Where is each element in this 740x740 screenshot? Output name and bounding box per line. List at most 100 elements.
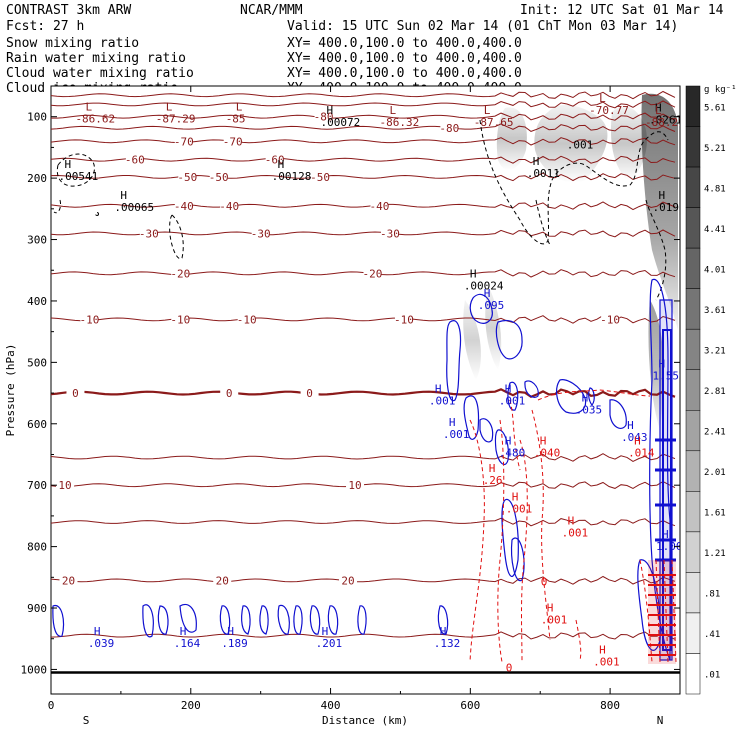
isotherm-label: -80 (439, 122, 459, 135)
isotherm-label: 10 (348, 479, 361, 492)
y-tick-label: 700 (27, 479, 47, 492)
max-marker: H (327, 104, 334, 117)
colorbar-label: .41 (704, 630, 720, 640)
isotherm-label-bg (346, 479, 365, 491)
colorbar-swatch (685, 572, 701, 614)
max-marker: H (278, 158, 285, 171)
max-label: .001 (593, 655, 620, 668)
isotherm-label-bg (213, 574, 232, 586)
legend-field-xy: XY= 400.0,100.0 to 400.0,400.0 (287, 36, 522, 51)
isotherm-label-bg (139, 227, 158, 239)
isotherm-label-bg (311, 170, 330, 182)
max-label: .00072 (321, 116, 361, 129)
isotherm-label-bg (394, 313, 413, 325)
isotherm-label-bg (223, 135, 242, 147)
isotherm-label-bg (339, 574, 358, 586)
y-tick-label: 900 (27, 602, 47, 615)
max-marker: H (659, 358, 666, 371)
max-marker: H (659, 189, 666, 202)
isotherm-label: -30 (380, 227, 400, 240)
isotherm-line (51, 172, 676, 182)
y-tick-label: 500 (27, 356, 47, 369)
max-label: .189 (221, 637, 248, 650)
isotherm-line (51, 269, 676, 278)
isotherm-label: -20 (170, 267, 190, 280)
max-marker: H (94, 625, 101, 638)
isotherm-label: -40 (219, 200, 239, 213)
max-label: .01964 (653, 201, 693, 214)
isotherm-label: 0 (72, 387, 79, 400)
isotherm-line (51, 123, 676, 132)
snow-shading (463, 93, 678, 430)
isotherm-label-bg (178, 170, 197, 182)
isotherm-label: -10 (170, 313, 190, 326)
max-label: 0 (541, 575, 548, 588)
colorbar-label: 1.61 (704, 509, 726, 519)
legend-field-xy: XY= 400.0,100.0 to 400.0,400.0 (287, 66, 522, 81)
colorbar-swatch (685, 450, 701, 492)
isotherm-label-bg (251, 227, 270, 239)
isotherm-label: 20 (216, 574, 229, 587)
isotherm-label-bg (314, 110, 333, 122)
isotherm-label-bg (171, 267, 190, 279)
temperature-isotherms: -80 -80 -70 -70 -60 -60 -50 -50 -50 -40 -40 -40 -30 -… (51, 90, 676, 640)
colorbar-swatch (685, 531, 701, 573)
colorbar-swatch (685, 166, 701, 208)
colorbar-label: 2.01 (704, 468, 726, 478)
max-marker: H (484, 287, 491, 300)
y-tick-label: 600 (27, 418, 47, 431)
x-axis: 0 200 400 600 800 (48, 86, 620, 712)
min-marker: L (85, 100, 92, 113)
isotherm-label: 20 (341, 574, 354, 587)
max-label: .001 (429, 394, 456, 407)
y-tick-label: 200 (27, 172, 47, 185)
colorbar-label: 1.21 (704, 549, 726, 559)
colorbar-label: .81 (704, 590, 720, 600)
max-marker: H (227, 625, 234, 638)
rain-core-shading (648, 560, 676, 664)
field-max-labels: H.00541H.00065H.00128H.00072H.0011H.0261… (58, 102, 693, 675)
max-label: .043 (621, 431, 648, 444)
max-marker: H (470, 267, 477, 280)
fcst-label: Fcst: 27 h (6, 19, 84, 34)
isotherm-label-bg (55, 479, 74, 491)
right-end-label: N (657, 714, 664, 727)
colorbar-label: 5.21 (704, 144, 726, 154)
isotherm-line (51, 201, 676, 211)
colorbar-swatch (685, 85, 701, 127)
isotherm-line (51, 517, 676, 527)
max-marker: H (655, 102, 662, 115)
isotherm-label-bg (209, 170, 228, 182)
max-marker: H (180, 625, 187, 638)
isotherm-label-bg (220, 387, 239, 399)
max-label: .001 (443, 428, 470, 441)
min-marker: L (236, 100, 243, 113)
y-tick-label: 1000 (21, 663, 48, 676)
isotherm-line (51, 137, 676, 146)
isotherm-label: -70 (174, 135, 194, 148)
isotherm-label: -30 (251, 227, 271, 240)
colorbar-swatch (685, 612, 701, 654)
isotherm-line (51, 315, 676, 324)
colorbar-swatch (685, 491, 701, 533)
max-marker: H (662, 528, 669, 541)
isotherm-line (51, 112, 676, 121)
max-marker: H (540, 434, 547, 447)
isotherm-label: 0 (226, 387, 233, 400)
isotherm-label: -50 (310, 171, 330, 184)
colorbar-swatch (685, 247, 701, 289)
isotherm-label: 0 (306, 387, 313, 400)
valid-label: Valid: 15 UTC Sun 02 Mar 14 (01 ChT Mon … (287, 19, 678, 34)
min-label: -87.29 (156, 112, 196, 125)
isotherm-label-bg (220, 199, 239, 211)
max-label: .00024 (464, 279, 504, 292)
isotherm-label: -40 (174, 200, 194, 213)
max-label: .480 (499, 446, 526, 459)
isotherm-label-bg (300, 387, 319, 399)
y-tick-label: 800 (27, 541, 47, 554)
min-marker: L (599, 92, 606, 105)
isotherm-label-bg (601, 313, 620, 325)
model-label: CONTRAST 3km ARW (6, 3, 131, 18)
isotherm-label-bg (66, 387, 85, 399)
